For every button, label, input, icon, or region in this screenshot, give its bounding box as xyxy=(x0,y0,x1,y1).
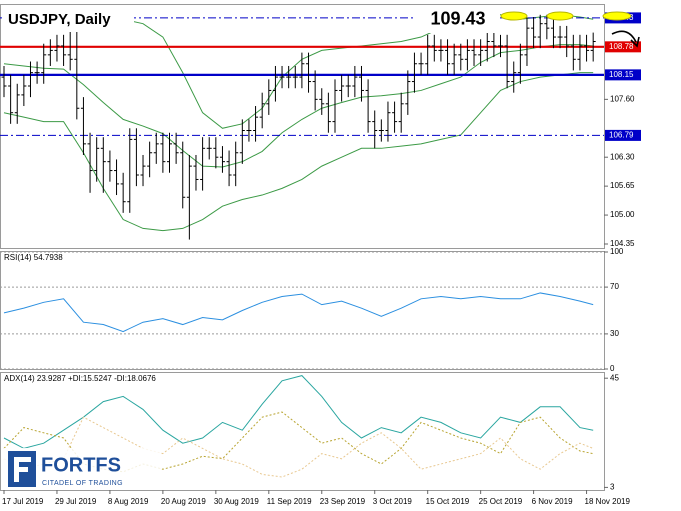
logo-name: FORTFS xyxy=(41,454,121,476)
level-label: 108.15 xyxy=(609,70,634,79)
level-label: 106.79 xyxy=(609,131,634,140)
logo-letter xyxy=(14,457,31,482)
series-line xyxy=(3,375,594,449)
annotation-box: 109.43 xyxy=(416,5,500,33)
x-tick-label: 8 Aug 2019 xyxy=(108,497,149,506)
x-tick-label: 29 Jul 2019 xyxy=(55,497,97,506)
x-tick-label: 23 Sep 2019 xyxy=(320,497,366,506)
level-label-bg xyxy=(605,69,641,81)
arrow xyxy=(611,30,637,43)
level-label: 108.78 xyxy=(609,42,634,51)
highlight xyxy=(546,11,574,21)
y-tick-label: 107.60 xyxy=(610,94,635,103)
y-tick-label: 105.00 xyxy=(610,210,635,219)
logo: FORTFS CITADEL OF TRADING xyxy=(4,448,160,490)
series-line xyxy=(3,292,594,333)
y-tick-label: 104.35 xyxy=(610,239,635,248)
panels xyxy=(0,4,605,491)
rsi-panel xyxy=(0,251,605,370)
y-tick-label: 45 xyxy=(610,373,619,382)
y-tick-label: 0 xyxy=(610,364,615,373)
highlight xyxy=(602,11,632,21)
x-tick-label: 17 Jul 2019 xyxy=(2,497,44,506)
y-tick-label: 70 xyxy=(610,282,619,291)
price-panel xyxy=(0,4,605,249)
x-tick-label: 30 Aug 2019 xyxy=(214,497,259,506)
adx-title: ADX(14) 23.9287 +DI:15.5247 -DI:18.0676 xyxy=(4,374,156,383)
x-tick-label: 6 Nov 2019 xyxy=(532,497,573,506)
title-bg xyxy=(2,6,134,32)
x-tick-label: 20 Aug 2019 xyxy=(161,497,206,506)
rsi-title: RSI(14) 54.7938 xyxy=(4,253,63,262)
y-tick-label: 100 xyxy=(610,247,624,256)
arrow-head xyxy=(630,36,640,48)
y-tick-label: 105.65 xyxy=(610,181,635,190)
level-label-bg xyxy=(605,41,641,53)
y-tick-label: 30 xyxy=(610,329,619,338)
adx-panel xyxy=(0,372,605,491)
chart-title: USDJPY, Daily xyxy=(8,11,111,28)
y-tick-label: 106.30 xyxy=(610,152,635,161)
level-label-bg xyxy=(605,129,641,141)
highlights xyxy=(500,11,640,48)
highlight xyxy=(500,11,528,21)
x-tick-label: 15 Oct 2019 xyxy=(426,497,470,506)
x-tick-label: 25 Oct 2019 xyxy=(479,497,523,506)
x-tick-label: 18 Nov 2019 xyxy=(585,497,631,506)
x-tick-label: 11 Sep 2019 xyxy=(267,497,312,506)
y-tick-label: 3 xyxy=(610,483,615,492)
annotation: 109.43 xyxy=(430,8,485,28)
logo-tagline: CITADEL OF TRADING xyxy=(42,480,123,487)
annotation-bg xyxy=(416,5,500,33)
x-tick-label: 3 Oct 2019 xyxy=(373,497,413,506)
